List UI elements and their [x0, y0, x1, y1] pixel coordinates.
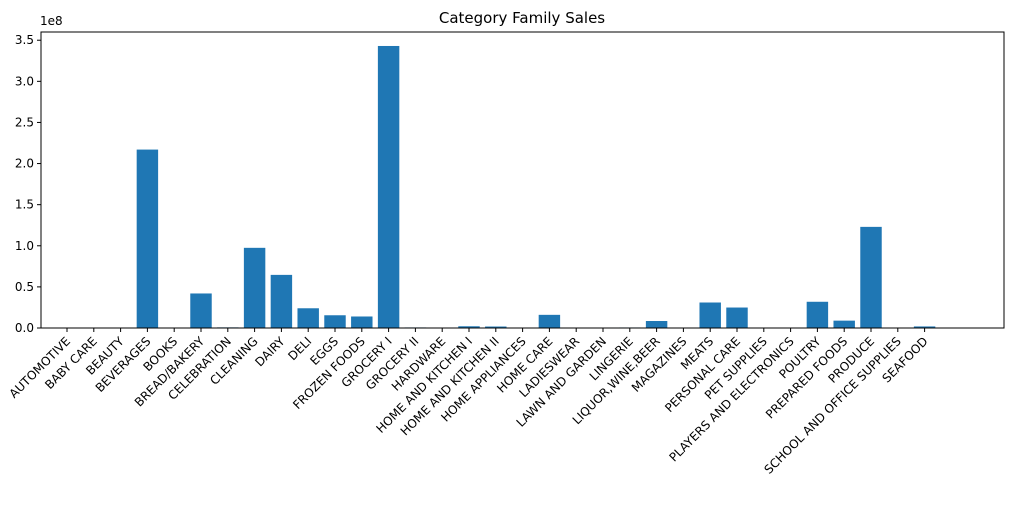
y-axis-multiplier: 1e8	[40, 14, 63, 28]
bar	[538, 314, 561, 328]
y-axis: 0.0 0.5 1.0 1.5 2.0 2.5 3.0 3.5	[15, 33, 41, 335]
x-tick-label: DAIRY	[252, 334, 288, 370]
bar	[297, 308, 319, 328]
bar	[726, 307, 748, 328]
y-tick-label: 3.0	[15, 74, 34, 88]
plot-frame	[40, 31, 1005, 329]
y-tick-label: 2.5	[15, 115, 34, 129]
y-tick-label: 1.5	[15, 198, 34, 212]
bar	[699, 302, 721, 328]
bar	[190, 293, 212, 328]
chart-title: Category Family Sales	[439, 9, 605, 27]
y-tick-label: 3.5	[15, 33, 34, 47]
bar	[806, 301, 829, 328]
bar	[458, 326, 480, 328]
bars-group	[56, 45, 936, 328]
bar	[324, 315, 346, 328]
y-tick-label: 1.0	[15, 239, 34, 253]
y-tick-label: 2.0	[15, 157, 34, 171]
bar	[485, 326, 507, 328]
bar	[351, 316, 373, 328]
bar	[270, 274, 293, 328]
y-tick-label: 0.0	[15, 321, 34, 335]
bar	[136, 149, 159, 328]
bar	[645, 321, 668, 328]
bar	[913, 326, 936, 328]
bar	[377, 45, 400, 328]
bar	[243, 247, 266, 328]
y-tick-label: 0.5	[15, 280, 34, 294]
bar	[860, 226, 882, 328]
bar	[833, 320, 855, 328]
